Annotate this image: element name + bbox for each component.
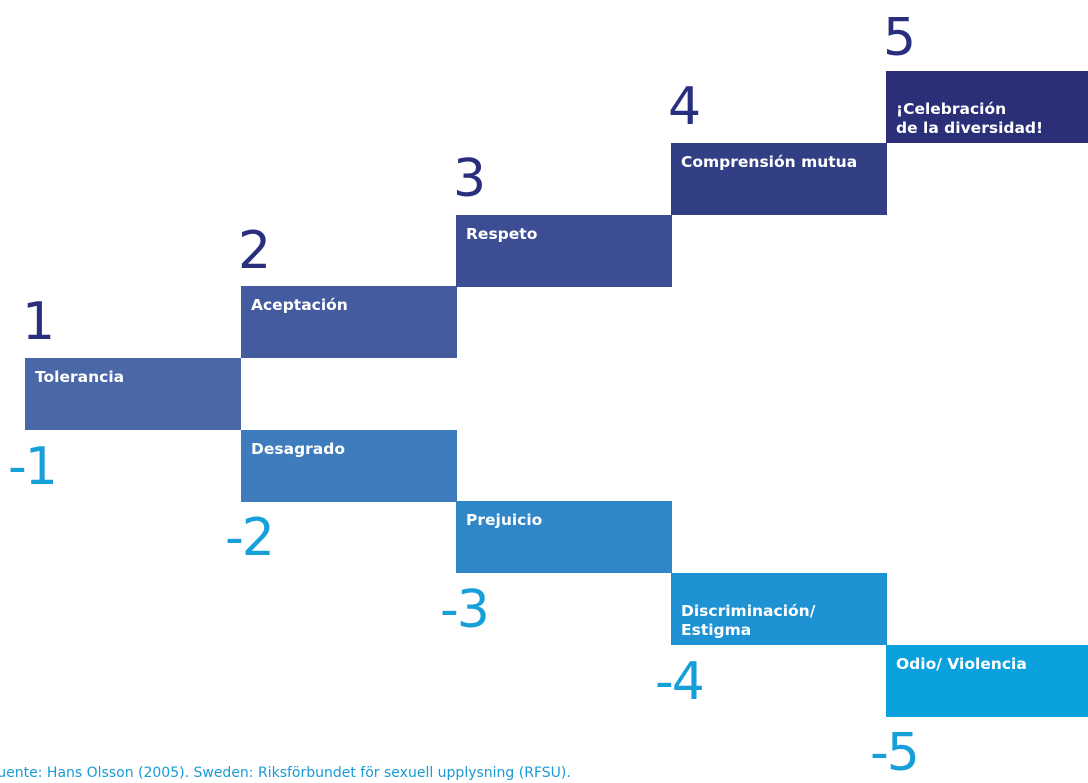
step-number-minus-4: -4 (655, 652, 705, 712)
step-respeto: Respeto (456, 215, 672, 287)
step-number-minus-5: -5 (870, 723, 920, 783)
step-number-4: 4 (668, 77, 701, 137)
step-desagrado: Desagrado (241, 430, 457, 502)
step-number-3: 3 (453, 149, 486, 209)
step-aceptacion: Aceptación (241, 286, 457, 358)
step-comprension-mutua: Comprensión mutua (671, 143, 887, 215)
step-celebracion: ¡Celebración de la diversidad! (886, 71, 1088, 143)
step-label: Aceptación (251, 296, 348, 314)
step-number-minus-2: -2 (225, 508, 275, 568)
step-number-1: 1 (22, 292, 55, 352)
step-number-minus-1: -1 (8, 437, 58, 497)
step-discriminacion: Discriminación/ Estigma (671, 573, 887, 645)
step-number-minus-3: -3 (440, 580, 490, 640)
step-prejuicio: Prejuicio (456, 501, 672, 573)
step-odio-violencia: Odio/ Violencia (886, 645, 1088, 717)
step-number-2: 2 (238, 221, 271, 281)
step-label: Desagrado (251, 440, 346, 458)
source-caption: Fuente: Hans Olsson (2005). Sweden: Riks… (0, 765, 571, 781)
step-number-5: 5 (883, 8, 916, 68)
step-label: Odio/ Violencia (896, 655, 1027, 673)
step-label: Comprensión mutua (681, 153, 858, 171)
step-label: Discriminación/ Estigma (681, 602, 816, 639)
step-label: Prejuicio (466, 511, 543, 529)
step-tolerancia: Tolerancia (25, 358, 241, 430)
step-label: Respeto (466, 225, 538, 243)
step-label: ¡Celebración de la diversidad! (896, 100, 1044, 137)
step-label: Tolerancia (35, 368, 125, 386)
